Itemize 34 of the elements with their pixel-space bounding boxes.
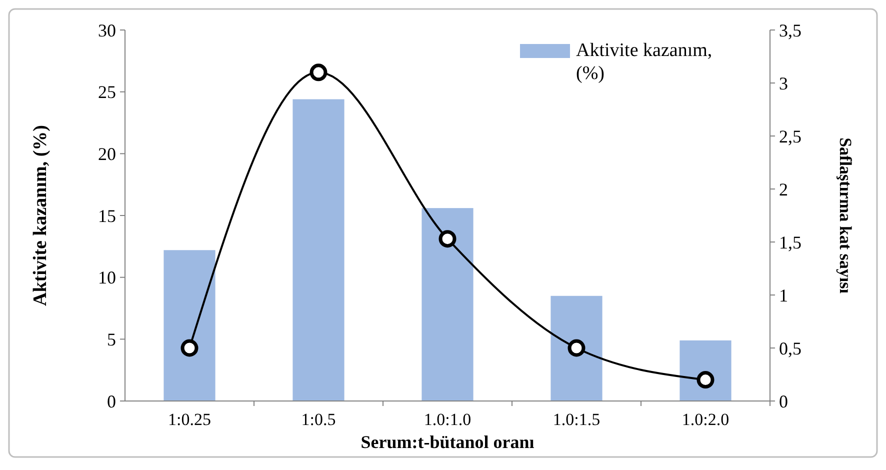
bar	[422, 208, 474, 401]
x-tick-label: 1.0:1.5	[552, 410, 600, 429]
x-tick-label: 1.0:2.0	[682, 410, 730, 429]
x-tick-label: 1:0.5	[301, 410, 336, 429]
y-tick-label: 30	[98, 20, 116, 40]
point	[696, 371, 714, 389]
y-tick-label: 5	[107, 329, 116, 350]
y2-tick-label: 2	[779, 179, 788, 200]
y2-tick-label: 1	[779, 285, 788, 306]
y2-tick-label: 3	[779, 73, 788, 94]
point	[438, 230, 456, 248]
x-axis-title: Serum:t-bütanol oranı	[360, 432, 534, 452]
y-tick-label: 10	[98, 268, 116, 288]
y-tick-label: 0	[107, 391, 116, 412]
x-tick-label: 1.0:1.0	[424, 410, 472, 429]
y-tick-label: 25	[98, 82, 116, 102]
y2-axis-title: Saflaştırma kat sayısı	[836, 138, 855, 294]
y2-tick-label: 2,5	[779, 126, 802, 146]
y-axis-title: Aktivite kazanım, (%)	[30, 124, 51, 306]
bar	[550, 296, 602, 401]
y2-tick-label: 1,5	[779, 232, 802, 252]
y2-tick-label: 0,5	[779, 338, 802, 358]
legend-label: Aktivite kazanım, (%)	[576, 40, 712, 84]
point	[180, 339, 198, 357]
y-tick-label: 15	[98, 206, 116, 226]
bar	[680, 340, 732, 401]
bar	[164, 250, 216, 401]
point	[310, 64, 328, 82]
bar	[292, 99, 344, 401]
x-tick-label: 1:0.25	[168, 410, 211, 429]
y2-tick-label: 0	[779, 391, 788, 412]
y2-tick-label: 3,5	[779, 20, 802, 40]
point	[568, 339, 586, 357]
y-tick-label: 20	[98, 144, 116, 164]
